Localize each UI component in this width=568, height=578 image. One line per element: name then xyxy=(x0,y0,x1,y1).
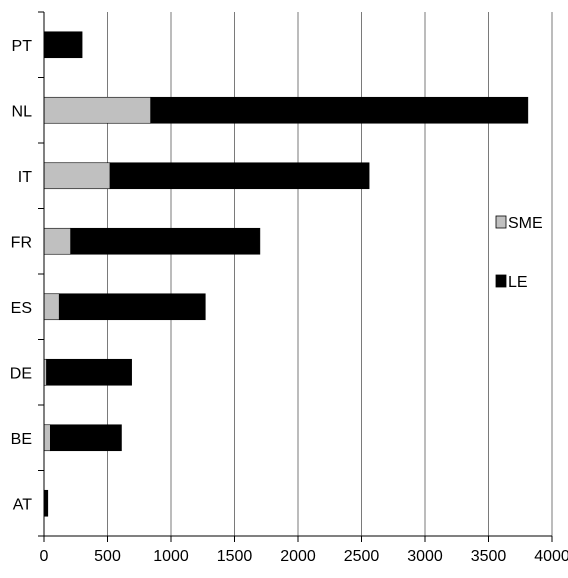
y-tick-label-it: IT xyxy=(18,169,32,186)
bar-le-es xyxy=(58,293,206,321)
y-tick-label-be: BE xyxy=(11,431,32,448)
bar-sme-nl xyxy=(43,96,151,124)
bar-le-be xyxy=(50,424,122,452)
bar-le-nl xyxy=(150,96,529,124)
x-tick-label: 2500 xyxy=(344,548,380,565)
x-tick-label: 3000 xyxy=(407,548,443,565)
y-tick-label-de: DE xyxy=(10,365,32,382)
legend-swatch-le xyxy=(495,274,507,288)
legend: SME LE xyxy=(495,213,549,291)
legend-swatch-sme xyxy=(495,215,507,229)
y-tick-label-es: ES xyxy=(11,300,32,317)
legend-label-sme: SME xyxy=(508,215,543,232)
bar-sme-fr xyxy=(43,227,71,255)
bar-sme-es xyxy=(43,293,60,321)
bar-le-de xyxy=(46,358,132,386)
x-tick-label: 1500 xyxy=(217,548,253,565)
y-tick-label-pt: PT xyxy=(12,38,33,55)
x-tick-label: 4000 xyxy=(534,548,568,565)
bar-sme-be xyxy=(43,424,51,452)
gridlines xyxy=(107,12,553,536)
legend-label-le: LE xyxy=(508,274,528,291)
legend-label-bg xyxy=(507,213,549,232)
x-tick-label: 3500 xyxy=(471,548,507,565)
y-tick-label-fr: FR xyxy=(11,234,32,251)
x-tick-label: 500 xyxy=(94,548,121,565)
x-tick-label: 0 xyxy=(40,548,49,565)
bar-le-it xyxy=(109,162,370,190)
y-tick-label-nl: NL xyxy=(12,103,33,120)
bar-sme-it xyxy=(43,162,111,190)
bars xyxy=(43,31,529,517)
x-tick-label: 2000 xyxy=(280,548,316,565)
legend-label-bg xyxy=(507,272,549,291)
x-tick-label: 1000 xyxy=(153,548,189,565)
bar-le-fr xyxy=(70,227,261,255)
bar-le-at xyxy=(43,489,49,517)
bar-le-pt xyxy=(43,31,83,59)
axes: 0 500 1000 1500 2000 2500 3000 3500 4000 PT NL IT FR… xyxy=(10,11,568,565)
y-tick-label-at: AT xyxy=(13,496,32,513)
